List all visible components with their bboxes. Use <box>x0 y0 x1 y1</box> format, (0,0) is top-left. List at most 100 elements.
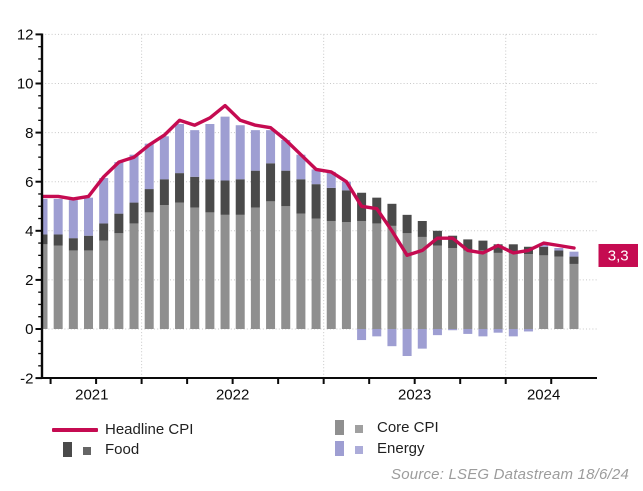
energy-bars-swatch <box>335 441 364 456</box>
bar-segment-food <box>205 179 215 213</box>
headline-cpi-line <box>41 103 576 258</box>
y-tick-label: 10 <box>17 76 34 93</box>
bar-segment-food <box>326 187 336 221</box>
bar-segment-energy <box>341 181 351 191</box>
y-tick-label: 6 <box>25 174 33 191</box>
year-label: 2023 <box>398 387 431 404</box>
legend-label-food: Food <box>105 441 140 458</box>
bar-segment-food <box>84 235 94 251</box>
bar-segment-food <box>144 189 154 213</box>
bar-segment-core-cpi <box>417 236 427 329</box>
bar-segment-energy <box>114 162 124 214</box>
food-bars-swatch <box>63 442 92 457</box>
bar-segment-energy <box>235 125 245 180</box>
bar-segment-energy <box>175 124 185 174</box>
bar-segment-core-cpi <box>508 252 518 329</box>
bar-segment-energy <box>508 329 518 337</box>
bar-segment-food <box>569 256 579 264</box>
bar-segment-food <box>220 180 230 215</box>
bar-segment-food <box>99 223 109 241</box>
bar-segment-core-cpi <box>326 220 336 329</box>
bar-segment-energy <box>387 329 397 347</box>
bar-segment-core-cpi <box>463 250 473 329</box>
bar-segment-energy <box>372 329 382 337</box>
bar-segment-energy <box>326 171 336 188</box>
bar-segment-core-cpi <box>175 202 185 329</box>
y-tick-label: 2 <box>25 272 33 289</box>
bar-segment-food <box>114 213 124 234</box>
bar-segment-food <box>463 239 473 251</box>
bar-segment-core-cpi <box>387 225 397 329</box>
bar-segment-energy <box>84 197 94 236</box>
bar-segment-energy <box>205 124 215 180</box>
bar-segment-core-cpi <box>311 218 321 329</box>
bar-segment-food <box>235 179 245 215</box>
bar-segment-food <box>250 170 260 208</box>
source-credit: Source: LSEG Datastream 18/6/24 <box>391 466 629 483</box>
bar-segment-energy <box>281 139 291 171</box>
bar-segment-core-cpi <box>296 213 306 329</box>
bar-segment-energy <box>432 329 442 336</box>
latest-value-box <box>598 243 638 267</box>
bar-segment-energy <box>220 116 230 181</box>
bar-segment-core-cpi <box>84 250 94 329</box>
headline-cpi-line-swatch <box>52 428 98 432</box>
y-tick-label: 12 <box>17 27 34 44</box>
latest-value-text: 3,3 <box>608 247 629 264</box>
bar-segment-core-cpi <box>205 212 215 329</box>
bar-segment-core-cpi <box>281 206 291 329</box>
bar-segment-food <box>281 170 291 207</box>
bar-segment-food <box>266 163 276 202</box>
bar-segment-core-cpi <box>266 201 276 329</box>
contribution-bars <box>42 116 579 357</box>
bar-segment-core-cpi <box>357 220 367 329</box>
bar-segment-core-cpi <box>250 207 260 329</box>
bar-segment-core-cpi <box>539 255 549 329</box>
legend-label-core-cpi: Core CPI <box>377 419 439 436</box>
bar-segment-food <box>417 220 427 237</box>
bar-segment-energy <box>357 329 367 341</box>
bar-segment-food <box>42 234 48 245</box>
bar-segment-energy <box>448 329 458 331</box>
bar-segment-core-cpi <box>159 205 169 329</box>
bar-segment-food <box>296 179 306 214</box>
bar-segment-food <box>341 190 351 223</box>
y-tick-label: -2 <box>20 370 33 387</box>
bar-segment-energy <box>266 130 276 164</box>
bar-segment-core-cpi <box>129 223 139 329</box>
bar-segment-core-cpi <box>448 247 458 329</box>
bar-segment-food <box>175 173 185 203</box>
bar-segment-energy <box>296 154 306 180</box>
bar-segment-food <box>68 238 78 251</box>
bar-segment-food <box>539 246 549 256</box>
bar-segment-core-cpi <box>220 214 230 329</box>
bar-segment-energy <box>42 198 48 235</box>
bar-segment-food <box>190 176 200 208</box>
bar-segment-energy <box>159 136 169 180</box>
bar-segment-core-cpi <box>569 263 579 329</box>
bar-segment-core-cpi <box>523 254 533 329</box>
bar-segment-energy <box>53 198 63 235</box>
bar-segment-food <box>159 179 169 206</box>
bar-segment-core-cpi <box>53 245 63 329</box>
legend-label-energy: Energy <box>377 440 425 457</box>
bar-segment-core-cpi <box>554 256 564 329</box>
bar-segment-energy <box>554 247 564 251</box>
bar-segment-energy <box>99 178 109 224</box>
bar-segment-core-cpi <box>493 252 503 329</box>
bar-segment-core-cpi <box>402 233 412 329</box>
bar-segment-energy <box>144 143 154 190</box>
bar-segment-core-cpi <box>99 240 109 329</box>
axis-labels: -2 0 2 4 6 8 10 12 2021 2022 2023 2024 <box>17 27 561 404</box>
bar-segment-energy <box>493 329 503 333</box>
y-tick-label: 8 <box>25 125 33 142</box>
bar-segment-core-cpi <box>235 214 245 329</box>
year-label: 2021 <box>75 387 108 404</box>
year-label: 2022 <box>216 387 249 404</box>
bar-segment-energy <box>402 329 412 357</box>
legend-label-headline-cpi: Headline CPI <box>105 421 194 438</box>
bar-segment-core-cpi <box>190 207 200 329</box>
bar-segment-food <box>53 234 63 246</box>
latest-value-label: 3,3 <box>598 243 638 267</box>
